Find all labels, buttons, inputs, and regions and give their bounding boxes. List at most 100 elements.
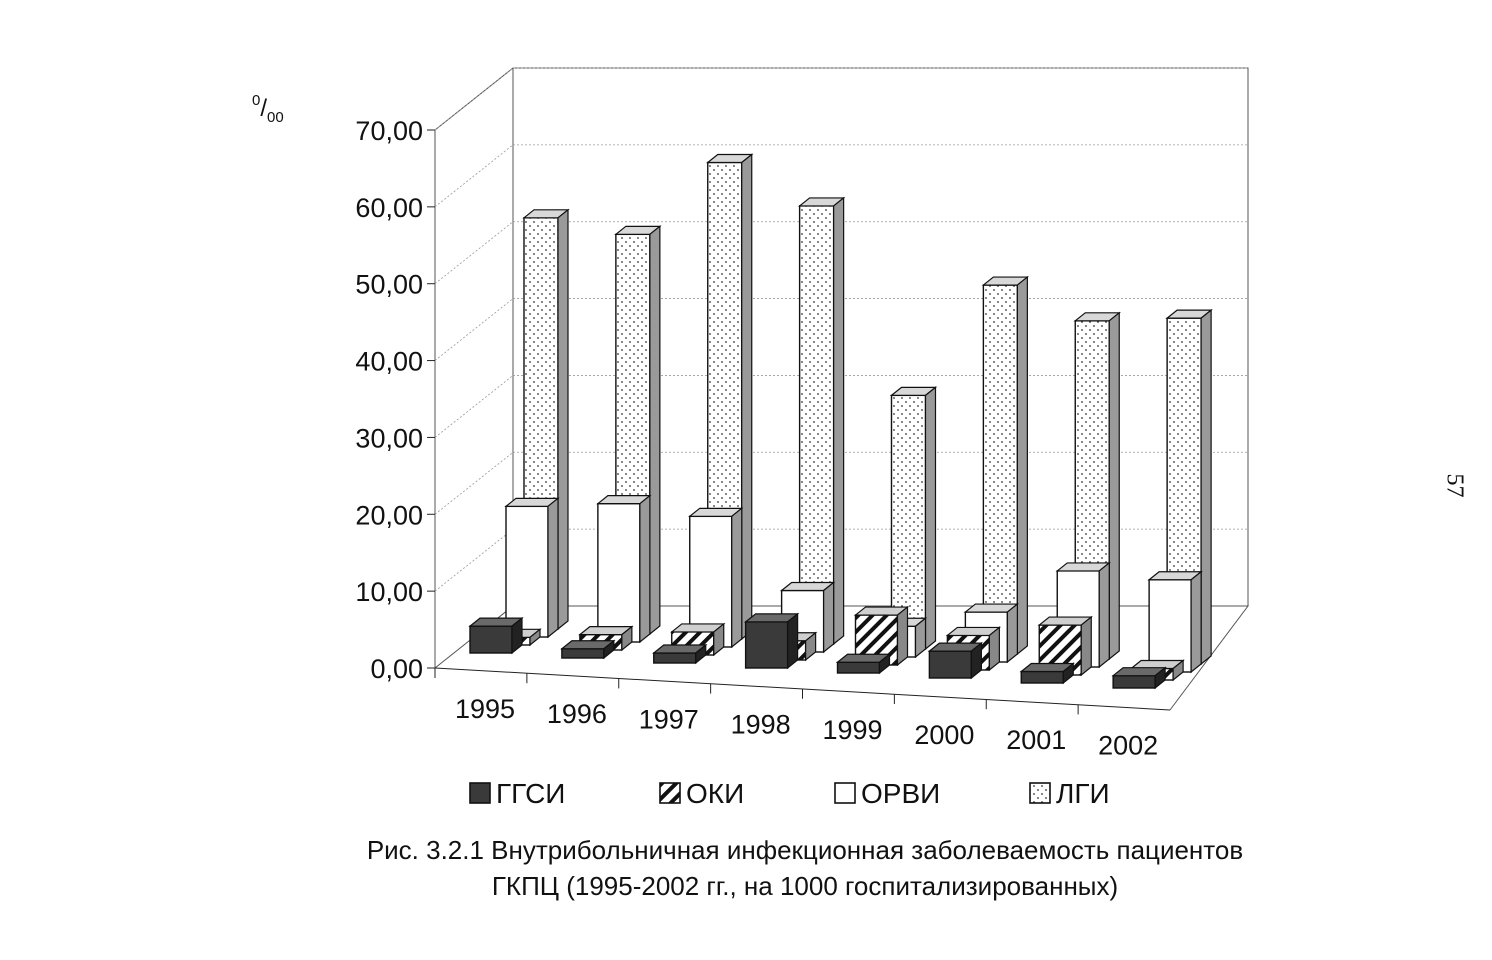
- bar: [1111, 666, 1167, 690]
- gridline-side: [434, 451, 514, 515]
- bar: [468, 616, 524, 655]
- bar-side: [1016, 275, 1028, 656]
- x-tick-label: 2000: [914, 720, 974, 750]
- gridline-side: [434, 144, 514, 208]
- legend-label: ЛГИ: [1056, 778, 1110, 809]
- y-tick-label: 40,00: [355, 347, 423, 377]
- bar-front: [928, 650, 973, 679]
- bar-side: [1190, 570, 1202, 674]
- bar-front: [597, 502, 641, 643]
- x-tick-label: 2002: [1098, 730, 1158, 760]
- legend-swatch: [659, 782, 681, 804]
- bar-front: [798, 205, 835, 645]
- bar: [504, 497, 560, 639]
- legend-label: ОКИ: [686, 778, 744, 809]
- bar-side: [896, 605, 909, 667]
- bar-front: [505, 505, 549, 638]
- legend-label: ОРВИ: [861, 778, 940, 809]
- legend-swatch: [834, 782, 856, 804]
- bar-side: [695, 643, 707, 665]
- bar-front: [1148, 579, 1192, 673]
- bar-side: [603, 639, 615, 660]
- y-unit-label: 0/00: [252, 92, 284, 126]
- bar-side: [639, 494, 651, 644]
- gridline-side: [434, 221, 514, 285]
- bar-side: [1098, 561, 1110, 669]
- y-tick-label: 60,00: [355, 193, 423, 223]
- legend-item: ЛГИ: [1029, 778, 1110, 809]
- x-tick-label: 1996: [547, 699, 607, 729]
- legend-swatch: [1029, 782, 1051, 804]
- bar: [1019, 662, 1075, 685]
- bar-front: [1112, 675, 1156, 689]
- x-tick-label: 1995: [455, 694, 515, 724]
- bar-side: [511, 616, 523, 655]
- x-tick-label: 2001: [1006, 725, 1066, 755]
- bar-side: [1062, 662, 1074, 685]
- y-tick-label: 10,00: [355, 577, 423, 607]
- y-tick-label: 70,00: [355, 116, 423, 146]
- bar-front: [836, 661, 881, 674]
- bar-side: [1172, 659, 1184, 682]
- legend-label: ГГСИ: [496, 778, 565, 809]
- y-tick-label: 20,00: [355, 500, 423, 530]
- bar-side: [878, 652, 891, 675]
- bar-side: [713, 622, 725, 657]
- bar-side: [970, 641, 982, 680]
- bar: [743, 612, 800, 670]
- bar-front: [561, 648, 605, 659]
- y-axis: 0,00 10,00 20,00 30,00 40,00 50,00 60,00 70,00: [355, 116, 435, 684]
- x-tick-label: 1997: [639, 704, 699, 734]
- bar-side: [988, 626, 1000, 672]
- x-tick-label: 1999: [822, 715, 882, 745]
- bar-side: [823, 581, 835, 654]
- bar-side: [649, 225, 661, 636]
- bar-side: [833, 196, 845, 646]
- bar-side: [1200, 308, 1212, 666]
- gridline-side: [434, 528, 514, 592]
- legend-item: ОКИ: [659, 778, 744, 809]
- bar-side: [557, 208, 569, 631]
- y-tick-label: 30,00: [355, 423, 423, 453]
- x-tick-label: 1998: [731, 710, 791, 740]
- bar-front: [469, 625, 513, 654]
- bar-side: [914, 617, 927, 659]
- bar-side: [1080, 615, 1092, 677]
- bar-side: [924, 386, 937, 651]
- figure-caption-line2: ГКПЦ (1995-2002 гг., на 1000 госпитализи…: [491, 871, 1119, 901]
- gridline-side: [434, 298, 514, 361]
- legend-item: ГГСИ: [469, 778, 565, 809]
- bar-side: [1006, 602, 1018, 664]
- y-tick-label: 50,00: [355, 270, 423, 300]
- bar: [596, 494, 652, 644]
- bar-side: [1108, 311, 1120, 661]
- bar: [797, 196, 846, 646]
- bar-side: [805, 631, 817, 662]
- page-number: 57: [1441, 473, 1468, 498]
- bar-front: [982, 284, 1019, 655]
- legend: ГГСИ ОКИ ОРВИ ЛГИ: [469, 778, 1110, 809]
- gridline-side: [434, 67, 514, 131]
- bar: [981, 275, 1030, 656]
- gridline-side: [434, 375, 514, 438]
- bar-front: [1020, 670, 1064, 684]
- bar-side: [529, 628, 541, 647]
- bar-side: [741, 153, 753, 641]
- bars: [468, 153, 1213, 690]
- bar: [927, 641, 984, 680]
- bar-side: [1154, 666, 1166, 690]
- bar-side: [787, 612, 799, 670]
- bar-side: [731, 507, 743, 649]
- x-axis: 1995 1996 1997 1998 1999 2000 2001 2002: [434, 667, 1171, 760]
- bar-front: [653, 652, 697, 664]
- bar-side: [621, 625, 633, 652]
- bar: [835, 652, 892, 675]
- bar-front: [744, 621, 789, 669]
- legend-swatch: [469, 782, 491, 804]
- bar: [652, 643, 708, 665]
- legend-item: ОРВИ: [834, 778, 940, 809]
- bar-side: [547, 497, 559, 639]
- bar: [1147, 570, 1203, 674]
- y-tick-label: 0,00: [370, 654, 423, 684]
